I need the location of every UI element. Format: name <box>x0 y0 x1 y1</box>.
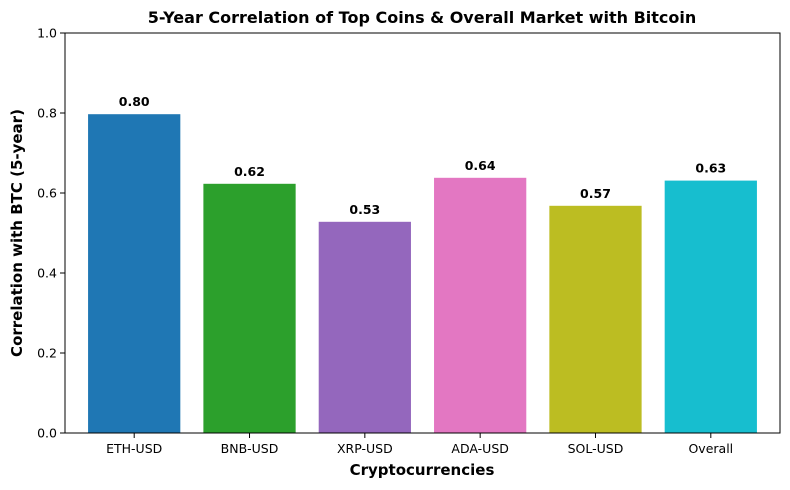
bar-ada-usd <box>434 177 527 433</box>
x-axis-label: Cryptocurrencies <box>350 461 495 479</box>
x-tick-label: SOL-USD <box>568 441 624 456</box>
y-tick-label: 0.6 <box>37 186 57 201</box>
y-axis: 0.0 0.2 0.4 0.6 0.8 1.0 <box>37 26 65 441</box>
y-axis-label: Correlation with BTC (5-year) <box>8 109 26 357</box>
x-tick-label: ADA-USD <box>451 441 508 456</box>
x-tick-label: BNB-USD <box>221 441 279 456</box>
chart-title: 5-Year Correlation of Top Coins & Overal… <box>148 8 697 27</box>
data-label-xrp-usd: 0.53 <box>349 202 380 217</box>
y-tick-label: 0.4 <box>37 266 57 281</box>
data-label-sol-usd: 0.57 <box>580 186 611 201</box>
bar-sol-usd <box>549 205 642 433</box>
x-tick-label: XRP-USD <box>337 441 393 456</box>
data-label-eth-usd: 0.80 <box>119 94 150 109</box>
y-tick-label: 0.0 <box>37 426 57 441</box>
data-labels-group: 0.80 0.62 0.53 0.64 0.57 0.63 <box>119 94 726 217</box>
y-tick-label: 1.0 <box>37 26 57 41</box>
x-axis: ETH-USD BNB-USD XRP-USD ADA-USD SOL-USD Overa… <box>106 433 733 456</box>
x-tick-label: ETH-USD <box>106 441 162 456</box>
data-label-ada-usd: 0.64 <box>465 158 496 173</box>
bar-overall <box>664 180 757 433</box>
y-tick-label: 0.2 <box>37 346 57 361</box>
bars-group <box>88 114 757 433</box>
data-label-overall: 0.63 <box>695 161 726 176</box>
x-tick-label: Overall <box>688 441 733 456</box>
data-label-bnb-usd: 0.62 <box>234 164 265 179</box>
y-tick-label: 0.8 <box>37 106 57 121</box>
bar-eth-usd <box>88 114 181 433</box>
bar-bnb-usd <box>203 183 296 433</box>
bar-xrp-usd <box>318 221 411 433</box>
plot-frame <box>64 32 781 434</box>
